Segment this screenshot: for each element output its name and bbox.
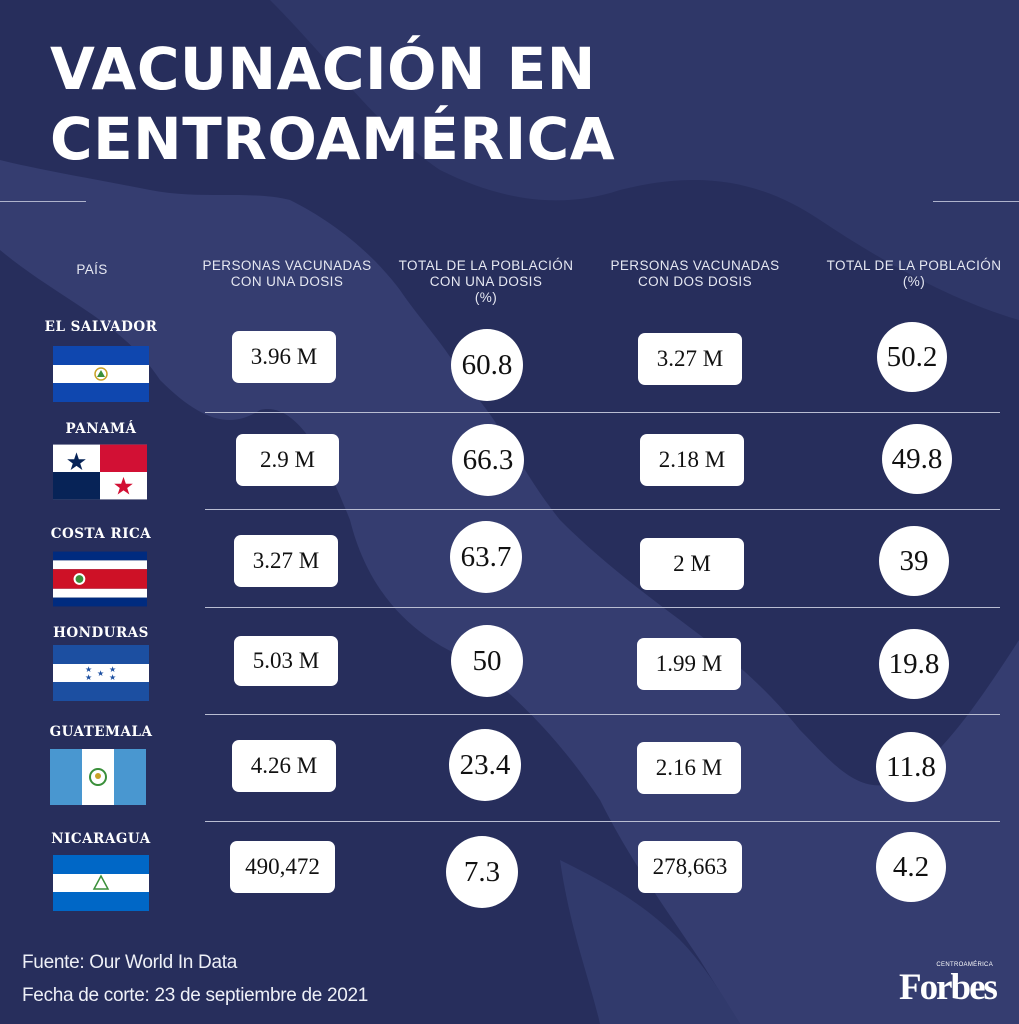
el-salvador-flag-icon xyxy=(53,346,149,402)
pct-one-dose-value: 66.3 xyxy=(452,424,524,496)
forbes-logo: CENTROAMÉRICA Forbes xyxy=(899,962,998,1008)
svg-text:★: ★ xyxy=(85,673,92,682)
pct-two-doses-value: 11.8 xyxy=(876,732,946,802)
pct-one-dose-value: 7.3 xyxy=(446,836,518,908)
two-doses-value: 2 M xyxy=(640,538,744,590)
row-separator xyxy=(205,714,1000,715)
one-dose-value: 3.96 M xyxy=(232,331,336,383)
country-name: COSTA RICA xyxy=(50,526,152,542)
title-divider-right xyxy=(933,201,1019,202)
guatemala-flag-icon xyxy=(50,749,146,805)
one-dose-value: 2.9 M xyxy=(236,434,339,486)
title-line-2: CENTROAMÉRICA xyxy=(50,105,616,173)
honduras-flag-icon: ★ ★★ ★ ★ xyxy=(53,645,149,701)
two-doses-value: 3.27 M xyxy=(638,333,742,385)
row-separator xyxy=(205,821,1000,822)
two-doses-value: 2.18 M xyxy=(640,434,744,486)
pct-two-doses-value: 39 xyxy=(879,526,949,596)
pct-two-doses-value: 4.2 xyxy=(876,832,946,902)
two-doses-value: 2.16 M xyxy=(637,742,741,794)
page-title: VACUNACIÓN EN CENTROAMÉRICA xyxy=(50,34,615,174)
svg-text:★: ★ xyxy=(97,669,104,678)
cutoff-date-note: Fecha de corte: 23 de septiembre de 2021 xyxy=(22,985,369,1006)
pct-two-doses-value: 50.2 xyxy=(877,322,947,392)
costa-rica-flag-icon xyxy=(53,551,147,607)
column-header-pct-two-doses: TOTAL DE LA POBLACIÓN (%) xyxy=(826,258,1002,289)
column-header-one-dose: PERSONAS VACUNADAS CON UNA DOSIS xyxy=(202,258,372,289)
title-divider-left xyxy=(0,201,86,202)
forbes-logo-word: Forbes xyxy=(899,967,998,1008)
two-doses-value: 1.99 M xyxy=(637,638,741,690)
column-header-two-doses: PERSONAS VACUNADAS CON DOS DOSIS xyxy=(610,258,780,289)
two-doses-value: 278,663 xyxy=(638,841,742,893)
pct-one-dose-value: 23.4 xyxy=(449,729,521,801)
pct-two-doses-value: 19.8 xyxy=(879,629,949,699)
row-separator xyxy=(205,509,1000,510)
pct-one-dose-value: 63.7 xyxy=(450,521,522,593)
one-dose-value: 5.03 M xyxy=(234,636,338,686)
pct-one-dose-value: 50 xyxy=(451,625,523,697)
svg-text:★: ★ xyxy=(109,673,116,682)
country-name: NICARAGUA xyxy=(51,831,151,847)
title-line-1: VACUNACIÓN EN xyxy=(50,35,596,103)
forbes-logo-edition: CENTROAMÉRICA xyxy=(936,962,993,968)
one-dose-value: 4.26 M xyxy=(232,740,336,792)
country-name: PANAMÁ xyxy=(65,421,137,437)
column-header-pct-one-dose: TOTAL DE LA POBLACIÓN CON UNA DOSIS (%) xyxy=(398,258,574,305)
country-name: HONDURAS xyxy=(53,625,149,641)
pct-one-dose-value: 60.8 xyxy=(451,329,523,401)
source-note: Fuente: Our World In Data xyxy=(22,952,237,973)
one-dose-value: 490,472 xyxy=(230,841,335,893)
row-separator xyxy=(205,412,1000,413)
row-separator xyxy=(205,607,1000,608)
svg-text:★: ★ xyxy=(109,665,116,674)
column-header-country: PAÍS xyxy=(76,262,108,277)
country-name: EL SALVADOR xyxy=(44,319,158,335)
svg-text:★: ★ xyxy=(85,665,92,674)
panama-flag-icon xyxy=(53,444,147,500)
pct-two-doses-value: 49.8 xyxy=(882,424,952,494)
one-dose-value: 3.27 M xyxy=(234,535,338,587)
country-name: GUATEMALA xyxy=(49,724,153,740)
nicaragua-flag-icon xyxy=(53,855,149,911)
